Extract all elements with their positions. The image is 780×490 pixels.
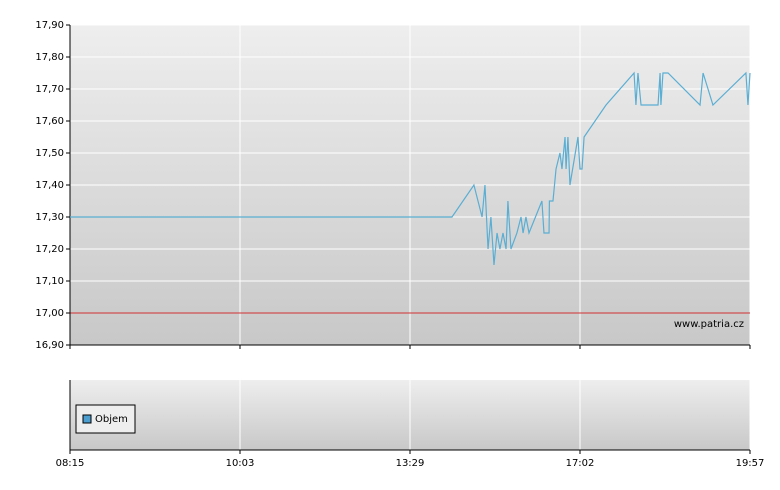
y-tick-label: 17,60 [35, 116, 64, 127]
y-tick-label: 17,90 [35, 20, 64, 31]
y-tick-label: 17,40 [35, 180, 64, 191]
y-tick-label: 16,90 [35, 340, 64, 351]
y-tick-label: 17,30 [35, 212, 64, 223]
y-tick-label: 17,00 [35, 308, 64, 319]
x-tick-label: 10:03 [226, 458, 255, 469]
y-tick-label: 17,10 [35, 276, 64, 287]
legend-swatch [82, 414, 92, 424]
x-tick-label: 13:29 [396, 458, 425, 469]
watermark: www.patria.cz [674, 319, 744, 330]
y-tick-label: 17,20 [35, 244, 64, 255]
x-tick-label: 08:15 [56, 458, 85, 469]
y-tick-label: 17,50 [35, 148, 64, 159]
x-tick-label: 17:02 [566, 458, 595, 469]
price-line [70, 71, 751, 266]
y-tick-label: 17,70 [35, 84, 64, 95]
x-tick-label: 19:57 [736, 458, 765, 469]
y-tick-label: 17,80 [35, 52, 64, 63]
legend-label: Objem [95, 414, 128, 425]
